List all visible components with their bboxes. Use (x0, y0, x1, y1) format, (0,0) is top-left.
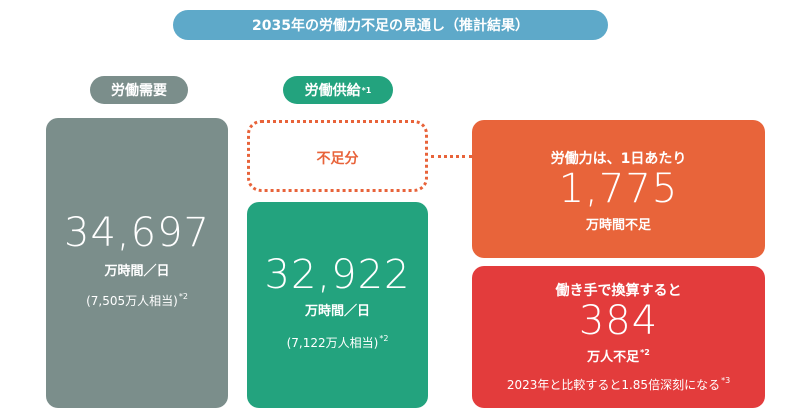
hours-lead: 労働力は、1日あたり (550, 151, 687, 167)
workers-lead: 働き手で換算すると (555, 283, 682, 299)
demand-label: 労働需要 (90, 76, 188, 104)
demand-unit: 万時間／日 (104, 264, 170, 279)
hours-unit: 万時間不足 (585, 218, 651, 233)
note-mark: *2 (640, 348, 650, 357)
supply-box: 32,922 万時間／日 (7,122万人相当)*2 (247, 202, 428, 408)
equivalent-text: (7,122万人相当) (286, 336, 379, 350)
demand-label-text: 労働需要 (111, 83, 167, 99)
demand-equivalent: (7,505万人相当)*2 (46, 292, 228, 309)
supply-label-text: 労働供給 (304, 83, 361, 99)
demand-box: 34,697 万時間／日 (7,505万人相当)*2 (46, 118, 228, 408)
shortage-label: 不足分 (316, 151, 359, 167)
unit-text: 万人不足 (587, 350, 640, 365)
note-mark: *3 (721, 376, 731, 385)
demand-value: 34,697 (64, 210, 210, 256)
equivalent-text: (7,505万人相当) (86, 294, 178, 308)
supply-value: 32,922 (264, 252, 411, 298)
supply-unit: 万時間／日 (304, 304, 370, 319)
hours-box: 労働力は、1日あたり 1,775 万時間不足 (472, 120, 765, 258)
workers-unit: 万人不足*2 (472, 346, 765, 365)
shortage-box: 不足分 (247, 120, 428, 192)
workers-box: 働き手で換算すると 384 万人不足*2 2023年と比較すると1.85倍深刻に… (472, 266, 765, 408)
supply-equivalent: (7,122万人相当)*2 (247, 334, 428, 351)
title-text: 2035年の労働力不足の見通し（推計結果） (252, 18, 529, 34)
hours-value: 1,775 (558, 166, 679, 212)
note-mark: *2 (178, 292, 188, 301)
note-mark: *1 (361, 85, 372, 95)
note-mark: *2 (379, 334, 389, 343)
connector (431, 155, 472, 158)
title: 2035年の労働力不足の見通し（推計結果） (173, 10, 608, 40)
supply-label: 労働供給 *1 (283, 76, 393, 104)
comparison: 2023年と比較すると1.85倍深刻になる*3 (472, 376, 765, 393)
workers-value: 384 (578, 298, 659, 344)
comparison-text: 2023年と比較すると1.85倍深刻になる (506, 378, 721, 392)
